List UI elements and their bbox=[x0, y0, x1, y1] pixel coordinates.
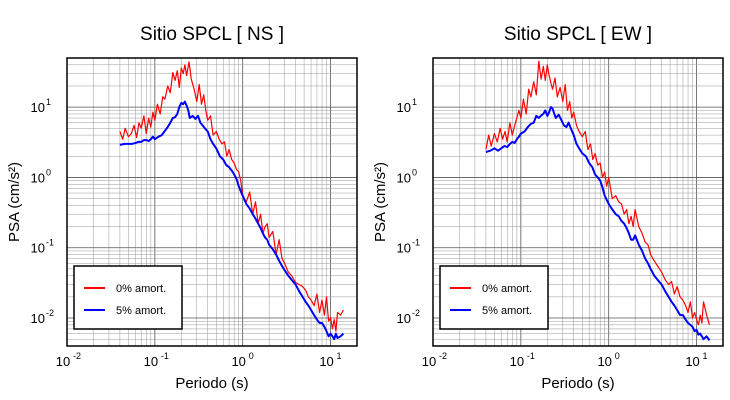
legend: 0% amort. 5% amort. bbox=[73, 265, 183, 330]
y-tick-exponent: 1 bbox=[46, 97, 51, 107]
plot-frame bbox=[432, 57, 724, 347]
y-tick-label: 10 bbox=[397, 241, 411, 256]
legend-label-0: 0% amort. bbox=[482, 283, 532, 295]
x-tick-exponent: -2 bbox=[439, 351, 447, 361]
y-tick-exponent: -2 bbox=[412, 308, 420, 318]
y-tick-label: 10 bbox=[397, 100, 411, 115]
series-line-0 bbox=[485, 60, 710, 326]
x-tick-exponent: 0 bbox=[249, 351, 254, 361]
x-tick-exponent: -1 bbox=[161, 351, 169, 361]
y-tick-exponent: 1 bbox=[412, 97, 417, 107]
x-tick-exponent: 1 bbox=[703, 351, 708, 361]
legend-box bbox=[439, 265, 549, 330]
x-tick-label: 10 bbox=[144, 354, 158, 369]
legend-label-1: 5% amort. bbox=[482, 305, 532, 317]
x-tick-label: 10 bbox=[597, 354, 611, 369]
legend-box bbox=[73, 265, 183, 330]
y-axis-label: PSA (cm/s²) bbox=[372, 162, 389, 242]
y-tick-exponent: -1 bbox=[46, 238, 54, 248]
y-tick-exponent: 0 bbox=[46, 167, 51, 177]
y-tick-exponent: -2 bbox=[46, 308, 54, 318]
legend: 0% amort. 5% amort. bbox=[439, 265, 549, 330]
x-tick-exponent: 0 bbox=[615, 351, 620, 361]
y-tick-label: 10 bbox=[397, 311, 411, 326]
chart-title: Sitio SPCL [ EW ] bbox=[504, 24, 652, 45]
x-tick-exponent: -2 bbox=[73, 351, 81, 361]
y-tick-label: 10 bbox=[31, 311, 45, 326]
x-tick-exponent: 1 bbox=[337, 351, 342, 361]
chart-panel-1: Sitio SPCL [ EW ] Periodo (s) PSA (cm/s²) 1… bbox=[372, 24, 724, 392]
series-line-0 bbox=[119, 61, 344, 332]
series-line-1 bbox=[119, 100, 345, 341]
x-tick-label: 10 bbox=[319, 354, 333, 369]
x-tick-label: 10 bbox=[56, 354, 70, 369]
y-tick-label: 10 bbox=[31, 241, 45, 256]
series-line-1 bbox=[485, 106, 711, 341]
x-tick-label: 10 bbox=[231, 354, 245, 369]
x-axis-label: Periodo (s) bbox=[541, 375, 614, 392]
y-tick-exponent: 0 bbox=[412, 167, 417, 177]
x-tick-label: 10 bbox=[510, 354, 524, 369]
y-tick-exponent: -1 bbox=[412, 238, 420, 248]
y-tick-label: 10 bbox=[397, 170, 411, 185]
y-tick-label: 10 bbox=[31, 170, 45, 185]
legend-label-1: 5% amort. bbox=[116, 305, 166, 317]
y-tick-label: 10 bbox=[31, 100, 45, 115]
x-tick-label: 10 bbox=[685, 354, 699, 369]
x-tick-exponent: -1 bbox=[527, 351, 535, 361]
plot-frame bbox=[66, 57, 358, 347]
y-axis-label: PSA (cm/s²) bbox=[6, 162, 23, 242]
x-tick-label: 10 bbox=[422, 354, 436, 369]
x-axis-label: Periodo (s) bbox=[175, 375, 248, 392]
chart-panel-0: Sitio SPCL [ NS ] Periodo (s) PSA (cm/s²) 1… bbox=[6, 24, 358, 392]
chart-title: Sitio SPCL [ NS ] bbox=[140, 24, 284, 45]
legend-label-0: 0% amort. bbox=[116, 283, 166, 295]
